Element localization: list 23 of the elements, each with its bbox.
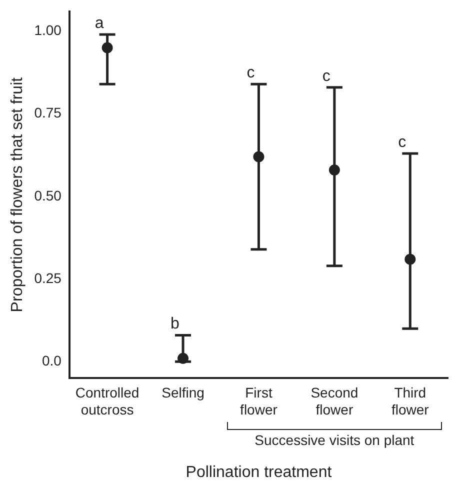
x-tick-label: Third flower [391,384,430,418]
y-axis-title: Proportion of flowers that set fruit [9,76,26,312]
y-tick-label: 0.75 [34,104,62,121]
annotation: c [246,64,255,82]
text: Successive visits on plant [254,432,414,448]
point [253,151,264,162]
x-tick-label: Selfing [162,384,204,400]
x-tick-label: Second flower [310,384,358,418]
annotation: a [94,14,104,32]
point [404,254,416,265]
x-tick-label: Controlled outcross [75,384,140,418]
annotation: c [322,68,330,85]
point [328,164,340,176]
y-tick-label: 1.00 [34,22,62,38]
point [102,42,113,54]
point [178,352,189,364]
y-tick-label: 0.50 [34,187,62,204]
y-tick-label: 0.0 [42,352,62,369]
x-tick-label: First flower [240,384,278,418]
annotation: b [170,316,180,333]
annotation: c [398,134,406,151]
x-axis-title: Pollination treatment [186,464,332,481]
y-tick-label: 0.25 [34,270,62,286]
